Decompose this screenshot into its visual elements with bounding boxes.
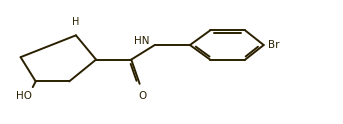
Text: HN: HN <box>134 36 150 46</box>
Text: H: H <box>72 17 80 27</box>
Text: HO: HO <box>16 91 32 101</box>
Text: Br: Br <box>268 40 279 50</box>
Text: O: O <box>139 91 147 101</box>
